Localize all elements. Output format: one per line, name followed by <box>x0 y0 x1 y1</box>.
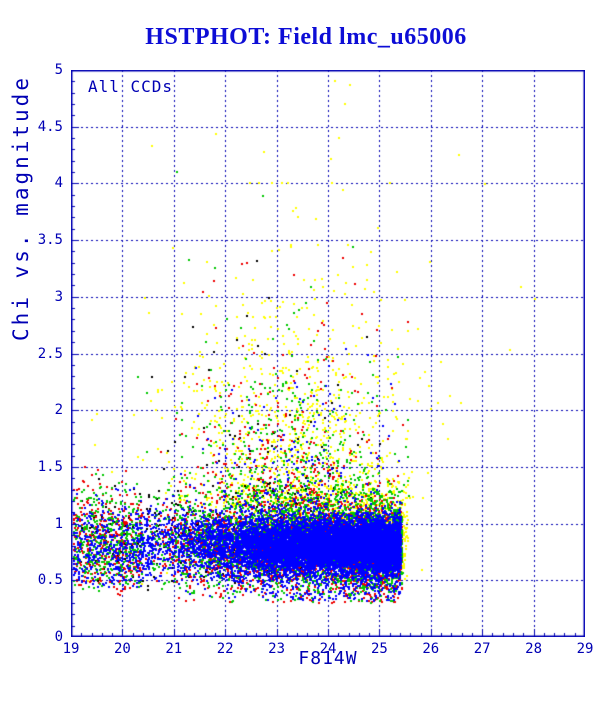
scatter-plot-canvas <box>71 70 585 637</box>
x-tick-label: 25 <box>370 641 388 657</box>
y-tick-label: 3.5 <box>37 232 63 249</box>
x-axis-label: F814W <box>298 648 358 669</box>
y-tick-label: 1 <box>54 515 63 532</box>
x-tick-label: 21 <box>165 641 183 657</box>
y-tick-label: 3 <box>54 288 63 305</box>
x-tick-label: 19 <box>62 641 80 657</box>
page-title: HSTPHOT: Field lmc_u65006 <box>145 24 467 50</box>
x-tick-label: 29 <box>576 641 594 657</box>
x-tick-label: 23 <box>268 641 286 657</box>
y-tick-label: 4.5 <box>37 118 63 135</box>
y-tick-label: 5 <box>54 62 63 78</box>
x-tick-label: 22 <box>216 641 234 657</box>
x-tick-label: 26 <box>422 641 440 657</box>
y-tick-label: 0.5 <box>37 572 63 589</box>
y-tick-label: 2 <box>54 402 63 419</box>
x-tick-label: 28 <box>525 641 543 657</box>
x-tick-label: 20 <box>113 641 131 657</box>
x-tick-label: 24 <box>319 641 337 657</box>
y-tick-label: 0 <box>54 629 63 645</box>
x-tick-label: 27 <box>473 641 491 657</box>
y-tick-label: 4 <box>54 175 63 192</box>
annotation-all-ccds: All CCDs <box>88 77 174 96</box>
y-tick-label: 1.5 <box>37 458 63 475</box>
y-tick-label: 2.5 <box>37 345 63 362</box>
